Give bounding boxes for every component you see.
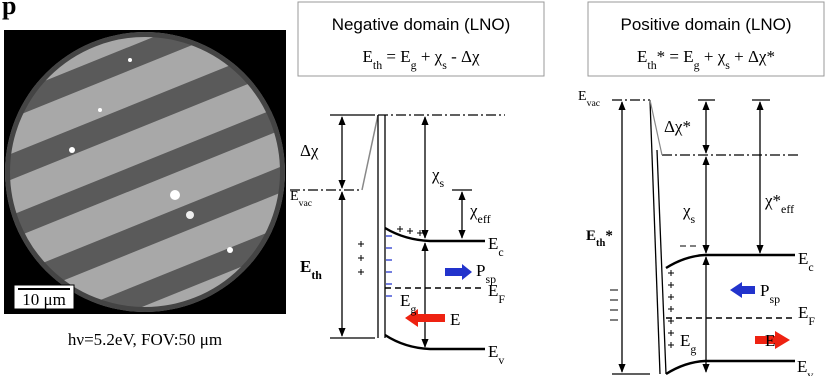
- subscript: sp: [769, 292, 780, 306]
- delta-chi-label: Δχ: [300, 141, 319, 160]
- subscript: F: [498, 292, 505, 306]
- e-c-label: Ec: [488, 234, 504, 259]
- text-part: E: [290, 189, 299, 204]
- delta-chi-label: Δχ*: [664, 117, 691, 136]
- subscript: th: [647, 58, 656, 72]
- text-part: Δχ*: [664, 117, 691, 136]
- text-part: E: [488, 234, 498, 253]
- text-part: + χ: [417, 47, 443, 66]
- chi-eff-label: χ*eff: [764, 191, 794, 216]
- subscript: s: [691, 212, 696, 226]
- p-sp-label: Psp: [760, 281, 780, 306]
- e-field-label: E: [450, 310, 460, 329]
- e-th-label: Eth: [300, 257, 322, 282]
- text-part: E: [300, 257, 311, 276]
- chi-s-label: χs: [682, 201, 696, 226]
- text-part: = E: [382, 47, 410, 66]
- panel-title: Negative domain (LNO): [332, 15, 511, 34]
- text-part: + χ: [700, 47, 726, 66]
- e-v-label: Ev: [797, 357, 813, 376]
- e-f-label: EF: [488, 281, 505, 306]
- subscript: v: [807, 368, 813, 376]
- text-part: E: [798, 303, 808, 322]
- chi-s-label: χs: [431, 165, 445, 190]
- subscript: g: [690, 342, 696, 356]
- text-part: E: [400, 291, 410, 310]
- e-field-label: E: [765, 331, 775, 350]
- e-f-label: EF: [798, 303, 815, 328]
- subscript: vac: [587, 98, 601, 109]
- subscript: v: [498, 353, 504, 367]
- subscript: s: [440, 176, 445, 190]
- text-part: E: [578, 89, 587, 104]
- e-vac-label: Evac: [290, 189, 313, 209]
- e-g-label: Eg: [400, 291, 416, 316]
- text-part: E: [637, 47, 647, 66]
- subscript: th: [596, 238, 605, 249]
- panel-title: Positive domain (LNO): [620, 15, 791, 34]
- band-diagram: [290, 115, 505, 349]
- text-part: - Δχ: [447, 47, 480, 66]
- panel-letter: p: [2, 0, 16, 20]
- text-part: + Δχ*: [730, 47, 775, 66]
- text-part: * = E: [657, 47, 694, 66]
- text-part: E: [586, 228, 596, 244]
- scale-bar-label: 10 μm: [22, 290, 66, 309]
- subscript: c: [498, 245, 503, 259]
- text-part: E: [797, 357, 807, 376]
- text-part: P: [476, 261, 485, 280]
- e-th-label: Eth*: [586, 228, 613, 249]
- text-part: E: [450, 310, 460, 329]
- e-vac-label: Evac: [578, 89, 601, 109]
- subscript: eff: [478, 212, 491, 226]
- subscript: F: [808, 314, 815, 328]
- e-c-label: Ec: [798, 249, 814, 274]
- text-part: χ*: [764, 191, 781, 210]
- text-part: E: [488, 281, 498, 300]
- text-part: *: [605, 228, 613, 244]
- text-part: P: [760, 281, 769, 300]
- subscript: c: [808, 260, 813, 274]
- subscript: vac: [299, 198, 313, 209]
- subscript: eff: [781, 202, 794, 216]
- subscript: th: [373, 58, 382, 72]
- figure: p 10 μm hν=5.2eV, FOV:50 μm Negative dom…: [0, 0, 825, 376]
- text-part: E: [363, 47, 373, 66]
- chi-eff-label: χeff: [469, 201, 491, 226]
- subscript: g: [410, 302, 416, 316]
- image-caption: hν=5.2eV, FOV:50 μm: [68, 330, 222, 349]
- text-part: E: [765, 331, 775, 350]
- text-part: Δχ: [300, 141, 319, 160]
- e-g-label: Eg: [680, 331, 696, 356]
- text-part: 10 μm: [22, 290, 66, 309]
- text-part: E: [798, 249, 808, 268]
- text-part: E: [680, 331, 690, 350]
- subscript: th: [311, 268, 322, 282]
- text-part: E: [488, 342, 498, 361]
- e-v-label: Ev: [488, 342, 504, 367]
